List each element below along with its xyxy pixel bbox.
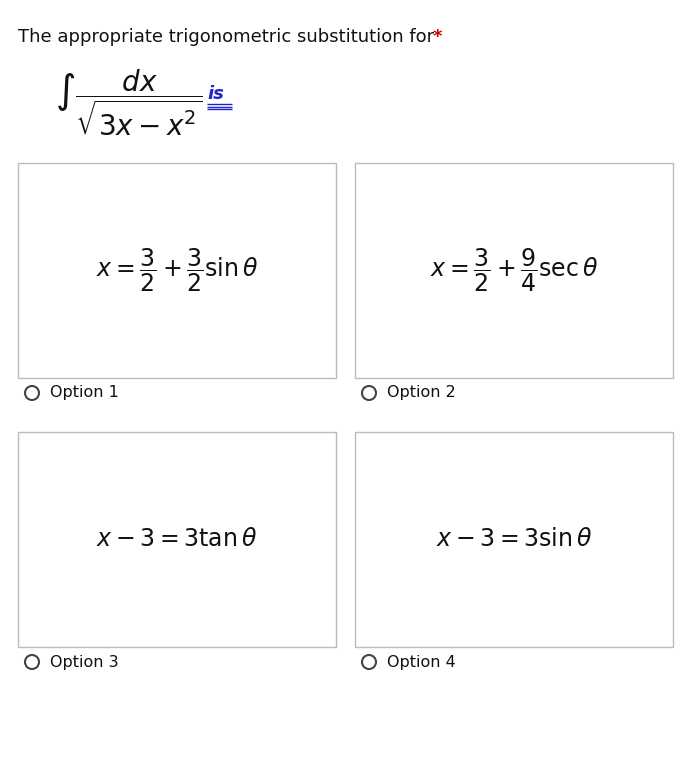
Circle shape bbox=[362, 386, 376, 400]
FancyBboxPatch shape bbox=[355, 432, 673, 647]
FancyBboxPatch shape bbox=[18, 163, 336, 378]
Text: Option 3: Option 3 bbox=[50, 654, 119, 670]
FancyBboxPatch shape bbox=[355, 163, 673, 378]
Text: Option 2: Option 2 bbox=[387, 385, 456, 401]
Text: $x = \dfrac{3}{2} + \dfrac{9}{4}\sec\theta$: $x = \dfrac{3}{2} + \dfrac{9}{4}\sec\the… bbox=[430, 247, 598, 295]
Text: The appropriate trigonometric substitution for: The appropriate trigonometric substituti… bbox=[18, 28, 440, 46]
Text: $x - 3 = 3\tan\theta$: $x - 3 = 3\tan\theta$ bbox=[96, 528, 258, 551]
Text: $\int \dfrac{dx}{\sqrt{3x-x^2}}$: $\int \dfrac{dx}{\sqrt{3x-x^2}}$ bbox=[55, 68, 202, 138]
Text: $x = \dfrac{3}{2} + \dfrac{3}{2}\sin\theta$: $x = \dfrac{3}{2} + \dfrac{3}{2}\sin\the… bbox=[96, 247, 258, 295]
Text: Option 1: Option 1 bbox=[50, 385, 119, 401]
Text: $x - 3 = 3\sin\theta$: $x - 3 = 3\sin\theta$ bbox=[436, 528, 592, 551]
Circle shape bbox=[362, 655, 376, 669]
Circle shape bbox=[25, 655, 39, 669]
Text: *: * bbox=[433, 28, 443, 46]
FancyBboxPatch shape bbox=[18, 432, 336, 647]
Text: Option 4: Option 4 bbox=[387, 654, 456, 670]
Circle shape bbox=[25, 386, 39, 400]
Text: is: is bbox=[207, 85, 224, 103]
